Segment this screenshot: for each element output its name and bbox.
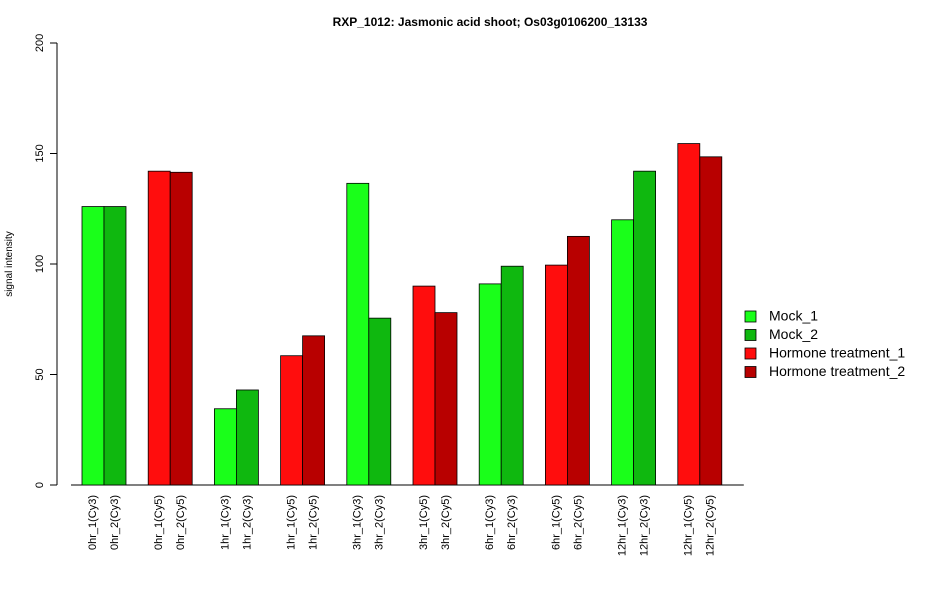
legend-swatch [744, 347, 757, 360]
bar [677, 143, 701, 486]
bar [611, 219, 634, 486]
bar [368, 317, 392, 486]
bar [346, 182, 370, 486]
bar [213, 408, 237, 486]
x-tick-label: 6hr_2(Cy5) [572, 495, 584, 550]
y-tick-label: 200 [34, 34, 46, 52]
chart-title: RXP_1012: Jasmonic acid shoot; Os03g0106… [333, 15, 648, 29]
legend-label: Hormone treatment_2 [769, 363, 905, 379]
legend-label: Mock_2 [769, 326, 818, 342]
y-tick-label: 150 [34, 144, 46, 162]
bar [103, 206, 127, 486]
legend-swatch [744, 310, 757, 323]
bar [699, 156, 723, 486]
x-tick-label: 12hr_2(Cy3) [639, 495, 651, 556]
x-tick-label: 6hr_2(Cy3) [506, 495, 518, 550]
bar [81, 206, 105, 486]
x-tick-label: 0hr_2(Cy3) [109, 495, 121, 550]
x-tick-label: 12hr_1(Cy5) [683, 495, 695, 556]
x-tick-labels: 0hr_1(Cy3) 0hr_2(Cy3) 0hr_1(Cy5) 0hr_2(Cy5)… [87, 495, 717, 556]
bars [81, 143, 723, 486]
x-tick-label: 1hr_1(Cy3) [219, 495, 231, 550]
x-tick-label: 0hr_1(Cy3) [87, 495, 99, 550]
bar [567, 235, 590, 486]
bar [500, 265, 524, 486]
y-tick-label: 0 [34, 482, 46, 488]
bar [478, 283, 502, 486]
bar [169, 171, 193, 486]
x-tick-label: 6hr_1(Cy5) [550, 495, 562, 550]
legend: Mock_1 Mock_2 Hormone treatment_1 Hormone t… [744, 308, 905, 379]
legend-label: Mock_1 [769, 308, 818, 324]
bar [412, 285, 436, 486]
legend-label: Hormone treatment_1 [769, 345, 905, 361]
x-tick-label: 3hr_2(Cy3) [374, 495, 386, 550]
legend-swatch [744, 329, 757, 341]
x-tick-label: 3hr_1(Cy3) [352, 495, 364, 550]
bar [302, 335, 326, 486]
x-tick-label: 3hr_2(Cy5) [440, 495, 452, 550]
bar [235, 389, 259, 486]
bar [633, 170, 656, 486]
bar [280, 355, 304, 486]
x-tick-label: 1hr_2(Cy3) [241, 495, 253, 550]
bar [434, 312, 458, 486]
y-tick-label: 100 [34, 255, 46, 273]
x-tick-label: 3hr_1(Cy5) [418, 495, 430, 550]
y-tick-label: 50 [34, 368, 46, 380]
x-tick-label: 0hr_1(Cy5) [153, 495, 165, 550]
x-tick-label: 12hr_2(Cy5) [705, 495, 717, 556]
bar [545, 264, 568, 486]
y-axis-label: signal intensity [4, 231, 15, 297]
x-tick-label: 6hr_1(Cy3) [484, 495, 496, 550]
legend-swatch [744, 366, 757, 378]
bar [147, 170, 171, 486]
x-tick-label: 1hr_1(Cy5) [286, 495, 298, 550]
x-tick-label: 1hr_2(Cy5) [308, 495, 320, 550]
x-tick-label: 0hr_2(Cy5) [175, 495, 187, 550]
x-tick-label: 12hr_1(Cy3) [617, 495, 629, 556]
